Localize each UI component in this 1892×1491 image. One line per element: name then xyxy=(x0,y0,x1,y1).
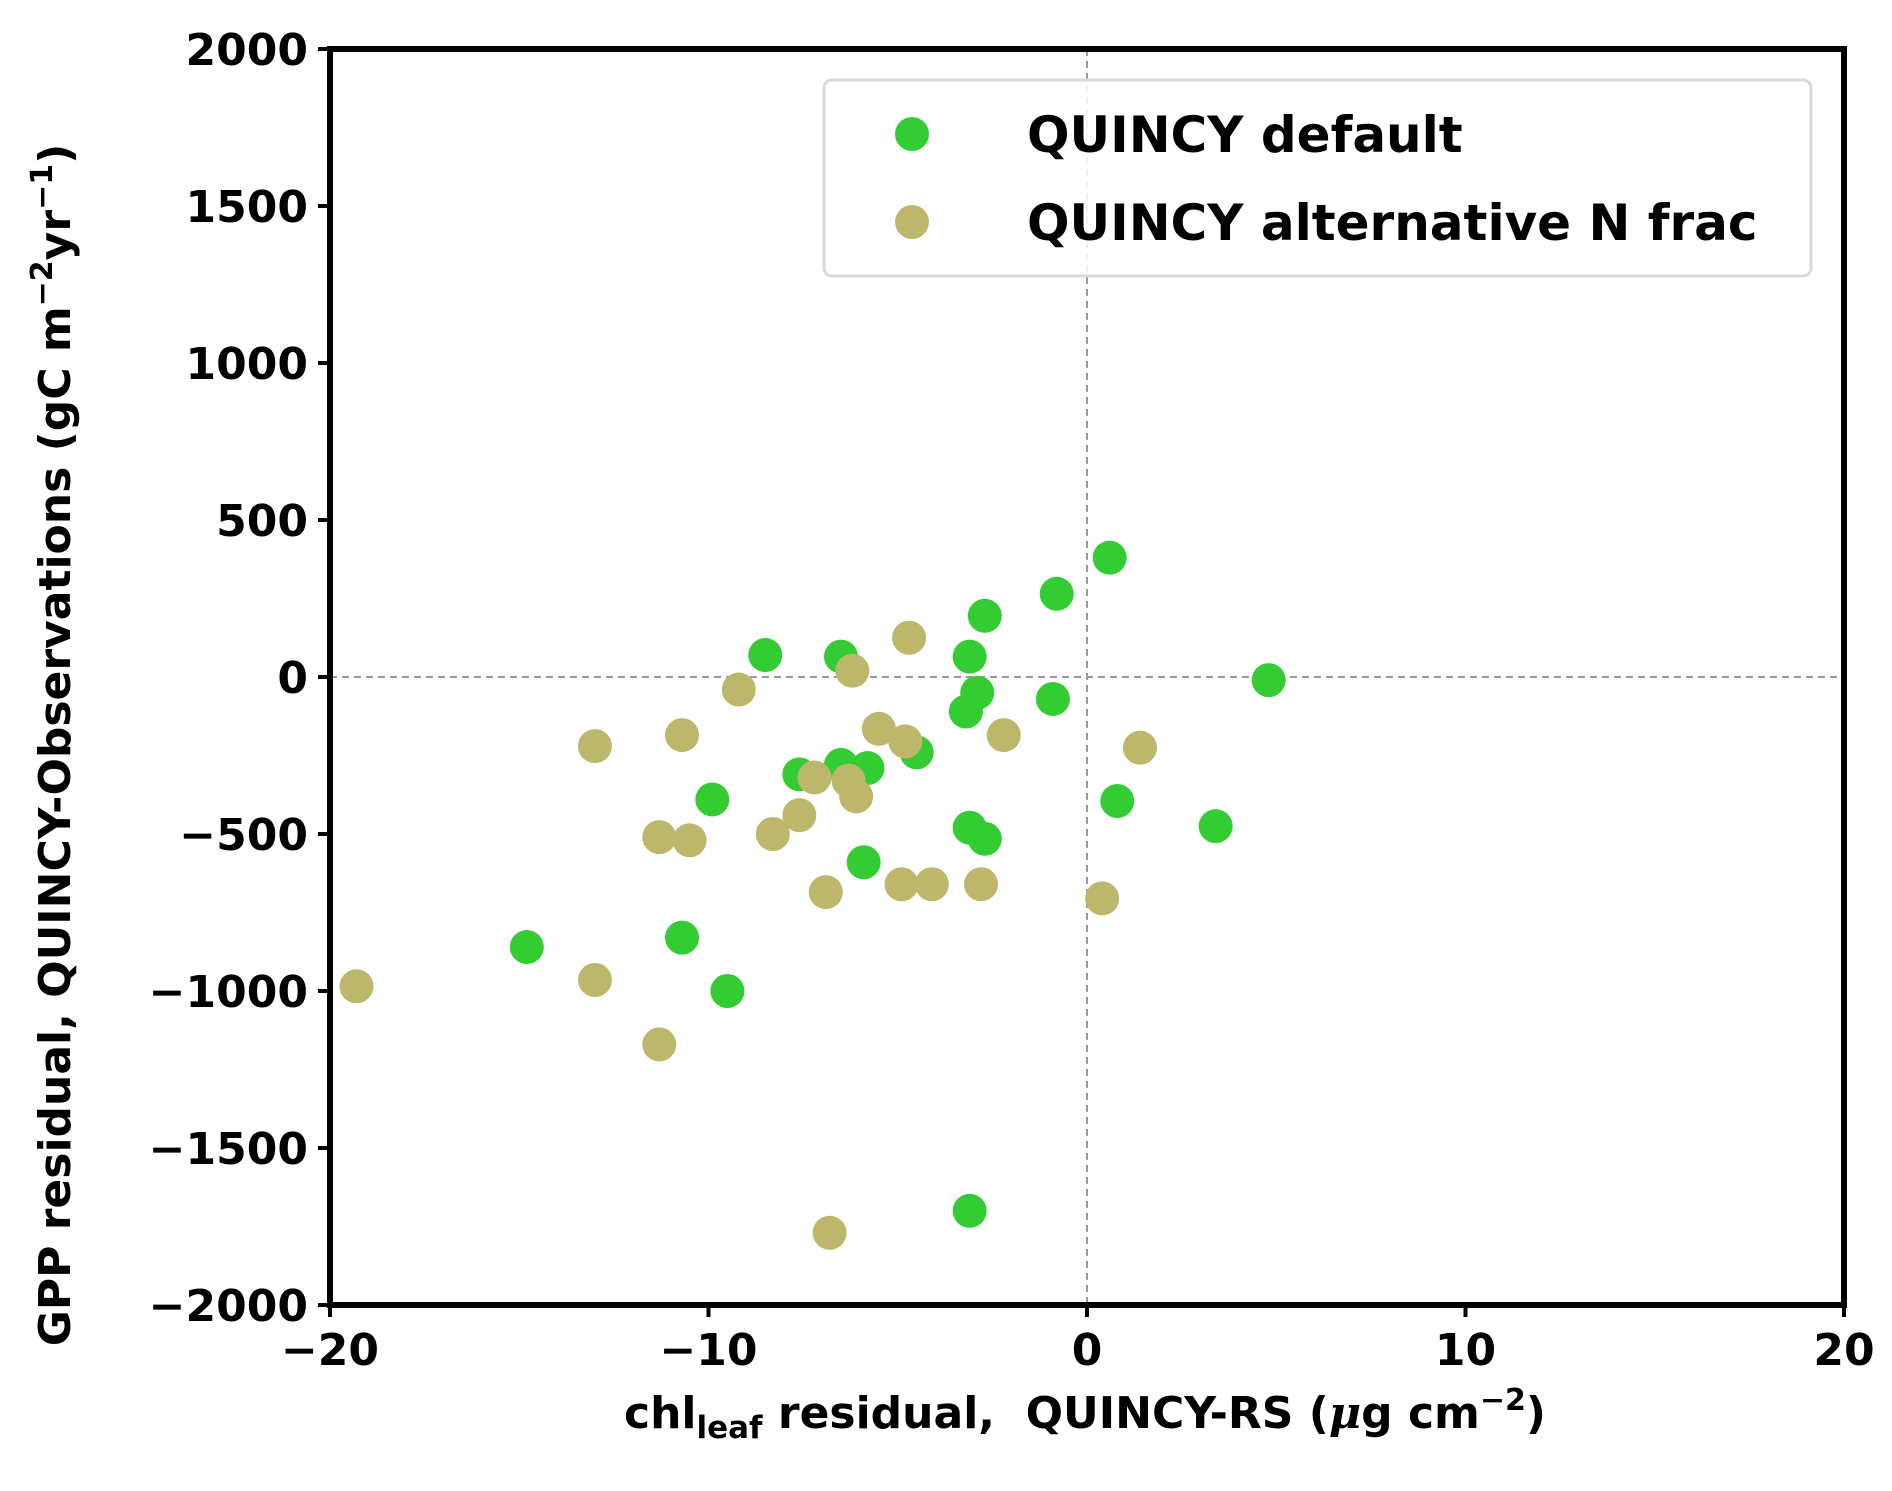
x-tick-label: −20 xyxy=(281,1325,379,1376)
point-series-1-5 xyxy=(665,718,700,753)
point-series-1-14 xyxy=(835,653,870,688)
x-tick-label: 10 xyxy=(1435,1325,1496,1376)
x-tick-label: 20 xyxy=(1813,1325,1874,1376)
y-tick-label: 2000 xyxy=(186,25,308,76)
data-points xyxy=(339,540,1286,1250)
y-tick-label: 0 xyxy=(277,653,308,704)
y-axis-label: GPP residual, QUINCY-Observations (gC m−… xyxy=(25,144,81,1346)
point-series-1-24 xyxy=(812,1215,847,1250)
point-series-1-17 xyxy=(892,620,927,655)
point-series-0-12 xyxy=(952,639,987,674)
point-series-1-18 xyxy=(884,867,919,902)
y-tick-label: 1500 xyxy=(186,182,308,233)
point-series-0-9 xyxy=(846,845,881,880)
point-series-0-14 xyxy=(967,598,1002,633)
legend-marker-quincy-alternative-n-frac xyxy=(895,205,929,239)
point-series-1-4 xyxy=(642,820,677,855)
y-tick-label: 500 xyxy=(216,496,308,547)
point-series-1-13 xyxy=(839,779,874,814)
point-series-0-16 xyxy=(967,821,1002,856)
point-series-0-4 xyxy=(748,638,783,673)
legend-label-quincy-default: QUINCY default xyxy=(1027,106,1463,164)
point-series-0-17 xyxy=(1035,681,1070,716)
y-tick-label: −2000 xyxy=(149,1281,308,1332)
y-tick-label: −500 xyxy=(179,810,308,861)
point-series-1-2 xyxy=(577,729,612,764)
point-series-0-2 xyxy=(710,974,745,1008)
point-series-0-21 xyxy=(1198,809,1233,844)
point-series-1-6 xyxy=(672,823,707,858)
point-series-1-20 xyxy=(964,867,999,902)
y-tick-label: 1000 xyxy=(186,339,308,390)
legend-frame xyxy=(822,78,1813,278)
point-series-1-11 xyxy=(808,875,843,910)
axis-ticks: −20 −10 0 10 20 2000 1500 1000 500 0 −500 −1000 −150… xyxy=(149,25,1875,1376)
point-series-1-10 xyxy=(797,760,832,795)
point-series-1-1 xyxy=(577,963,612,998)
point-series-1-7 xyxy=(721,672,756,707)
point-series-1-9 xyxy=(782,798,817,833)
point-series-1-15 xyxy=(861,711,896,746)
point-series-0-23 xyxy=(952,1193,987,1228)
point-series-1-0 xyxy=(339,969,374,1004)
legend-marker-quincy-default xyxy=(895,117,929,151)
y-tick-label: −1500 xyxy=(149,1124,308,1175)
legend: QUINCY default QUINCY alternative N frac xyxy=(822,78,1813,278)
point-series-0-0 xyxy=(509,930,544,965)
point-series-1-22 xyxy=(1085,881,1120,916)
x-axis-label: chlleaf residual, QUINCY-RS (μg cm−2) xyxy=(624,1383,1546,1446)
point-series-1-21 xyxy=(986,718,1021,753)
legend-label-quincy-alternative-n-frac: QUINCY alternative N frac xyxy=(1027,194,1758,252)
point-series-0-18 xyxy=(1039,576,1074,611)
x-tick-label: 0 xyxy=(1072,1325,1103,1376)
point-series-0-3 xyxy=(695,782,730,817)
point-series-0-13 xyxy=(960,675,995,710)
point-series-1-23 xyxy=(1122,730,1157,765)
point-series-0-19 xyxy=(1092,540,1127,575)
x-tick-label: −10 xyxy=(659,1325,757,1376)
point-series-0-1 xyxy=(665,920,700,955)
y-tick-label: −1000 xyxy=(149,967,308,1018)
point-series-1-16 xyxy=(888,724,923,759)
point-series-1-3 xyxy=(642,1027,677,1062)
point-series-0-22 xyxy=(1251,663,1286,698)
point-series-1-19 xyxy=(914,867,949,902)
point-series-0-20 xyxy=(1100,784,1135,819)
point-series-1-8 xyxy=(755,817,790,851)
